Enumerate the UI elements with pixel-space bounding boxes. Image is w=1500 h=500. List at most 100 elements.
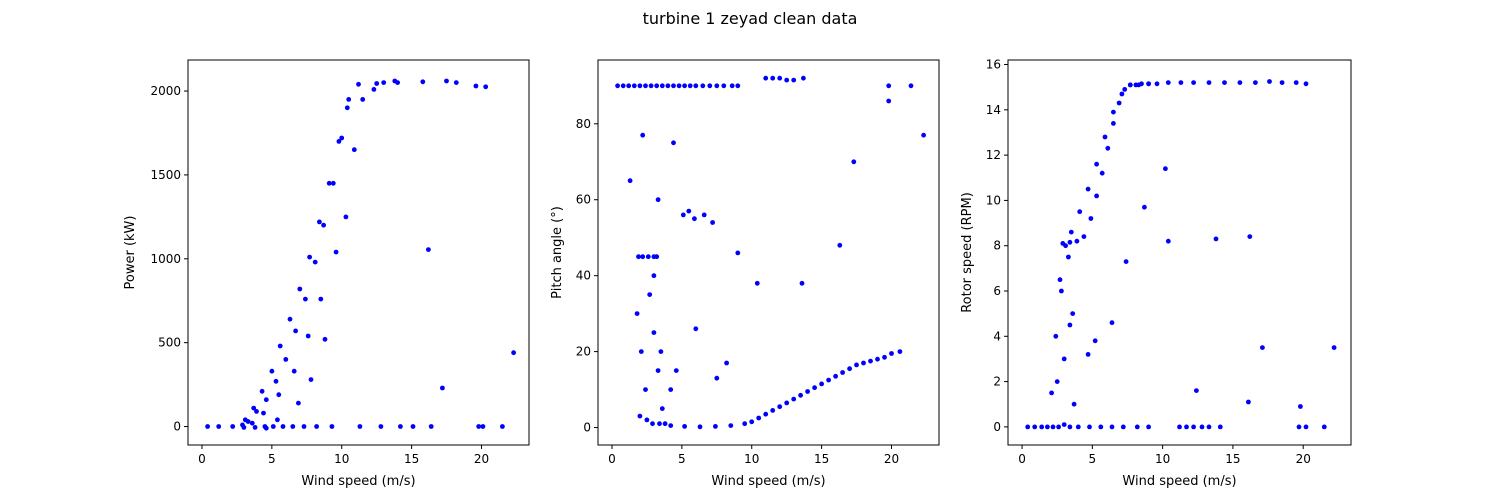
- data-point-power: [275, 417, 280, 423]
- data-point-power: [333, 249, 339, 255]
- data-point-power: [270, 424, 276, 429]
- data-point-power: [291, 368, 297, 374]
- data-point-rotor: [1154, 81, 1160, 87]
- ticks-pitch: 0 5 10 15 20 0 20 40 60 80: [576, 117, 899, 466]
- data-point-rotor: [1184, 424, 1189, 430]
- y-tick-label-power: 0: [173, 420, 181, 434]
- data-point-rotor: [1206, 424, 1212, 430]
- data-point-pitch: [710, 220, 715, 225]
- data-point-power: [321, 222, 326, 228]
- data-point-pitch: [742, 421, 748, 427]
- data-point-pitch: [837, 242, 843, 248]
- data-point-rotor: [1127, 82, 1133, 88]
- x-tick-label-power: 10: [334, 452, 349, 466]
- data-point-power: [398, 424, 403, 429]
- data-point-rotor: [1039, 424, 1045, 430]
- data-point-pitch: [638, 349, 644, 354]
- data-point-power: [230, 424, 236, 429]
- data-point-rotor: [1094, 193, 1099, 199]
- data-point-rotor: [1111, 121, 1116, 126]
- data-point-pitch: [693, 326, 699, 332]
- data-point-pitch: [687, 83, 693, 89]
- data-point-pitch: [665, 83, 671, 89]
- data-point-power: [343, 214, 349, 220]
- data-point-power: [254, 409, 259, 414]
- data-point-rotor: [1298, 404, 1303, 409]
- data-point-rotor: [1045, 424, 1050, 430]
- data-point-pitch: [658, 349, 664, 354]
- ticks-rotor: 0 5 10 15 20 0 2 4 6 8 10 12 14 16: [986, 58, 1311, 466]
- data-point-rotor: [1279, 80, 1285, 85]
- data-point-pitch: [889, 351, 894, 356]
- data-point-rotor: [1116, 100, 1122, 106]
- data-point-rotor: [1109, 424, 1115, 430]
- data-point-pitch: [636, 254, 641, 260]
- data-point-pitch: [875, 356, 880, 362]
- data-point-rotor: [1142, 204, 1147, 210]
- data-point-pitch: [861, 360, 866, 366]
- data-point-rotor: [1122, 87, 1128, 92]
- data-point-rotor: [1146, 424, 1151, 430]
- x-tick-label-pitch: 5: [678, 452, 686, 466]
- y-tick-label-pitch: 0: [583, 421, 591, 435]
- y-tick-label-pitch: 80: [576, 117, 591, 131]
- data-point-rotor: [1085, 186, 1091, 192]
- data-point-pitch: [721, 83, 727, 89]
- data-point-rotor: [1217, 424, 1223, 430]
- data-point-power: [297, 286, 303, 292]
- data-point-rotor: [1247, 234, 1253, 240]
- data-point-power: [356, 81, 361, 87]
- x-tick-label-rotor: 0: [1018, 452, 1026, 466]
- data-point-rotor: [1146, 81, 1151, 87]
- y-tick-label-power: 1500: [150, 168, 181, 182]
- subplot-rotor: 0 5 10 15 20 0 2 4 6 8 10 12 14 16 Wind speed (m/s) R…: [960, 58, 1352, 489]
- data-point-pitch: [686, 208, 692, 214]
- data-point-pitch: [908, 83, 914, 89]
- data-point-rotor: [1267, 79, 1272, 84]
- data-point-power: [346, 97, 352, 102]
- data-point-pitch: [777, 404, 783, 410]
- data-point-power: [420, 79, 426, 85]
- data-point-pitch: [655, 197, 661, 203]
- data-point-rotor: [1213, 236, 1219, 242]
- data-point-pitch: [754, 280, 760, 286]
- x-axis-label-power: Wind speed (m/s): [301, 474, 415, 489]
- data-point-rotor: [1303, 81, 1309, 87]
- subplot-power: 0 5 10 15 20 0 500 1000 1500 2000 Wind speed (m/s…: [123, 59, 530, 489]
- data-point-pitch: [637, 413, 643, 419]
- data-point-pitch: [631, 83, 637, 89]
- data-point-pitch: [921, 132, 926, 138]
- data-point-rotor: [1061, 422, 1067, 427]
- data-point-pitch: [886, 98, 892, 104]
- subplot-pitch: 0 5 10 15 20 0 20 40 60 80 Wind speed (m/s) Pitch…: [550, 59, 940, 489]
- y-tick-label-rotor: 0: [993, 420, 1001, 434]
- data-point-rotor: [1102, 134, 1108, 140]
- data-point-pitch: [791, 396, 797, 402]
- x-tick-label-pitch: 20: [884, 452, 899, 466]
- data-point-pitch: [798, 392, 803, 398]
- data-point-pitch: [697, 424, 703, 430]
- data-point-pitch: [735, 250, 741, 256]
- data-point-rotor: [1303, 424, 1309, 430]
- data-point-pitch: [812, 385, 817, 391]
- data-point-pitch: [854, 362, 859, 368]
- data-point-rotor: [1067, 239, 1073, 245]
- data-point-pitch: [729, 83, 735, 89]
- x-tick-label-rotor: 10: [1155, 452, 1170, 466]
- data-point-pitch: [714, 83, 720, 89]
- plot-frame-pitch: [597, 59, 940, 446]
- x-axis-label-pitch: Wind speed (m/s): [711, 474, 825, 489]
- data-point-rotor: [1032, 424, 1038, 430]
- data-point-pitch: [897, 349, 903, 354]
- data-point-power: [322, 336, 328, 342]
- data-point-power: [287, 316, 293, 322]
- data-point-rotor: [1053, 333, 1059, 339]
- data-point-pitch: [851, 159, 857, 165]
- data-point-power: [480, 424, 486, 429]
- y-tick-label-rotor: 2: [993, 375, 1001, 389]
- data-point-power: [308, 377, 314, 382]
- data-point-pitch: [713, 424, 718, 429]
- data-point-power: [290, 424, 296, 429]
- data-point-pitch: [770, 75, 776, 81]
- data-point-pitch: [801, 75, 806, 81]
